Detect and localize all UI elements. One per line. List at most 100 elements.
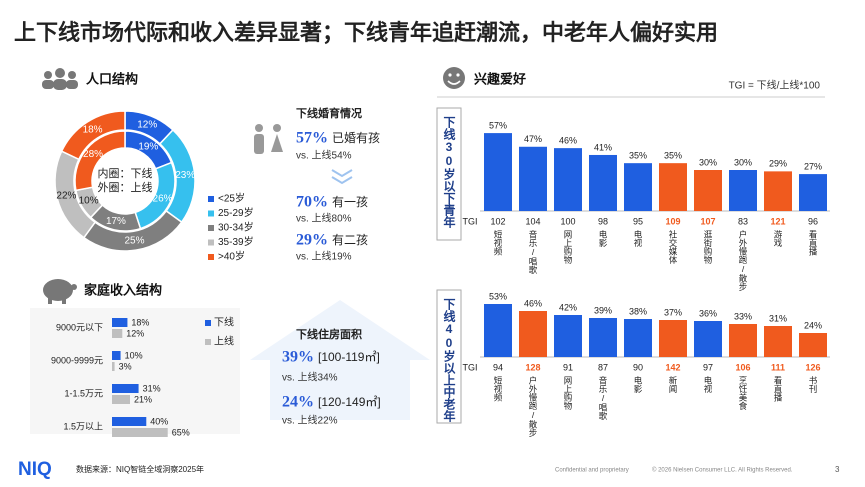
tgi-value: 107	[700, 216, 715, 226]
stat-value: 57%	[296, 130, 328, 147]
block-heading: 下线住房面积	[296, 327, 362, 341]
tgi-value: 96	[808, 216, 818, 226]
legend-label: <25岁	[218, 192, 245, 205]
category-label: 1-1.5万元	[64, 388, 103, 398]
tgi-value: 91	[563, 362, 573, 372]
section-heading: 家庭收入结构	[84, 282, 162, 297]
data-label: 12%	[137, 119, 157, 130]
donut-segment	[74, 130, 126, 192]
row-label: 下线30岁以下青年	[442, 116, 456, 229]
bar	[624, 319, 652, 357]
stat-text: 有二孩	[332, 233, 368, 247]
legend-label: >40岁	[218, 250, 245, 263]
tgi-value: 126	[805, 362, 820, 372]
legend-label: 30-34岁	[218, 221, 254, 234]
tgi-value: 83	[738, 216, 748, 226]
bar	[112, 417, 147, 426]
bar	[484, 133, 512, 211]
smile-icon	[443, 67, 465, 89]
tgi-value: 109	[665, 216, 680, 226]
data-label: 19%	[138, 141, 158, 152]
legend-swatch	[205, 320, 211, 326]
legend-label: 35-39岁	[218, 235, 254, 248]
data-label: 23%	[175, 170, 195, 181]
section-heading: 兴趣爱好	[474, 71, 526, 86]
category-label: 音乐/唱歌	[598, 375, 608, 421]
legend-swatch	[208, 225, 214, 231]
data-label: 10%	[79, 196, 99, 207]
data-label: 41%	[594, 142, 612, 152]
data-label: 18%	[83, 125, 103, 136]
tgi-label: TGI	[463, 216, 478, 226]
bar	[659, 163, 687, 211]
category-label: 户外慢跑/散步	[738, 229, 748, 291]
chevrons	[331, 169, 353, 185]
bar	[764, 171, 792, 211]
category-label: 电影	[633, 375, 643, 394]
category-label: 户外慢跑/散步	[528, 375, 538, 438]
bar	[589, 318, 617, 357]
data-label: 29%	[769, 159, 787, 169]
tgi-value: 87	[598, 362, 608, 372]
data-label: 31%	[143, 383, 161, 393]
category-label: 9000-9999元	[51, 355, 103, 365]
category-label: 音乐/唱歌	[528, 229, 538, 274]
category-label: 逛街购物	[703, 229, 713, 264]
stat-compare: vs. 上线19%	[296, 250, 352, 263]
legend-swatch	[208, 196, 214, 202]
bar	[519, 146, 547, 211]
people-icon	[42, 68, 78, 90]
data-label: 17%	[106, 216, 126, 227]
category-label: 新闻	[668, 375, 678, 394]
bar	[112, 318, 128, 327]
category-label: 电影	[598, 229, 608, 248]
family-icon	[254, 124, 283, 154]
category-label: 书刊	[808, 375, 818, 394]
data-label: 21%	[134, 394, 152, 404]
bar	[112, 395, 130, 404]
data-label: 26%	[153, 193, 173, 204]
bar	[112, 362, 115, 371]
house-arrow	[250, 300, 430, 420]
bar	[799, 333, 827, 357]
center-label: 内圈：下线	[98, 166, 153, 180]
legend-label: 下线	[214, 316, 234, 329]
bar	[694, 321, 722, 357]
bar	[112, 329, 123, 338]
stat-text: 有一孩	[332, 195, 368, 209]
bar	[764, 326, 792, 357]
tgi-value: 111	[771, 362, 785, 372]
legend-swatch	[208, 239, 214, 246]
bar	[729, 170, 757, 211]
tgi-value: 128	[525, 362, 540, 372]
legend-label: 上线	[214, 335, 234, 348]
legend-swatch	[205, 339, 211, 345]
source: 数据来源：NIQ智链全域洞察2025年	[76, 464, 204, 474]
stat-value: 24%	[282, 394, 314, 411]
category-label: 看直播	[773, 375, 783, 402]
data-label: 37%	[664, 307, 682, 317]
category-label: 烹饪美食	[738, 375, 748, 411]
tgi-value: 95	[633, 216, 643, 226]
stat-compare: vs. 上线22%	[282, 414, 338, 427]
panel	[30, 308, 240, 434]
stat-text: [120-149㎡]	[318, 395, 381, 409]
bar	[624, 163, 652, 211]
center-label: 外圈：上线	[98, 180, 153, 194]
stat-value: 70%	[296, 194, 328, 211]
section-heading: 人口结构	[86, 71, 138, 86]
data-label: 3%	[119, 361, 132, 371]
tgi-value: 94	[493, 362, 503, 372]
copyright: © 2026 Nielsen Consumer LLC. All Rights …	[652, 467, 793, 474]
data-label: 65%	[172, 427, 190, 437]
row-label: 下线40岁以上中老年	[442, 298, 456, 423]
tgi-value: 98	[598, 216, 608, 226]
donut-segment	[60, 110, 126, 161]
category-label: 社交媒体	[668, 229, 678, 264]
stat-compare: vs. 上线54%	[296, 149, 352, 162]
tgi-label: TGI	[463, 362, 478, 372]
data-label: 30%	[699, 157, 717, 167]
confidential: Confidential and proprietary	[555, 468, 629, 474]
data-label: 31%	[769, 313, 787, 323]
